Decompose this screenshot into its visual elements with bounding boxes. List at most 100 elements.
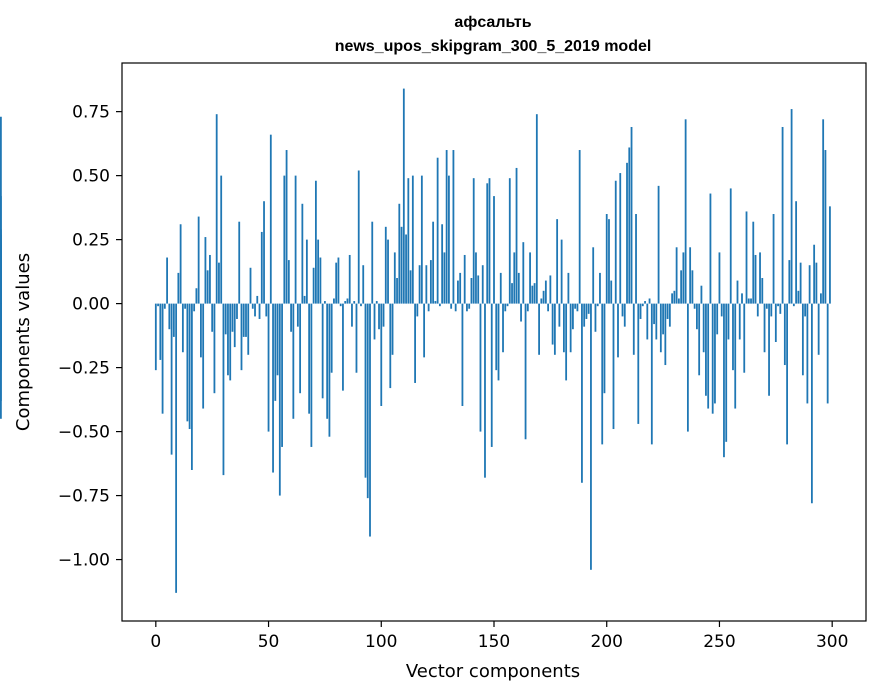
bar [254, 303, 256, 317]
bar [817, 303, 820, 355]
bar [402, 88, 405, 304]
y-axis-ticks: −1.00 −0.75 −0.50 −0.25 0.00 0.25 0.50 0.75 [58, 103, 122, 571]
bar [220, 175, 223, 304]
bar [808, 265, 811, 304]
bar [296, 303, 299, 327]
bar [438, 303, 441, 307]
bar [707, 303, 710, 409]
bar [741, 293, 743, 304]
bar [459, 272, 462, 304]
bar [197, 216, 200, 304]
bar [342, 303, 344, 391]
y-tick-label: −0.25 [58, 359, 110, 379]
bar [752, 221, 755, 304]
bar [517, 272, 520, 304]
bar [202, 303, 205, 409]
bar [427, 303, 430, 312]
bar [576, 303, 579, 312]
bar [283, 175, 286, 304]
bar [346, 298, 349, 304]
bar [414, 303, 416, 383]
bar [524, 303, 527, 440]
bar [163, 303, 166, 309]
bar [610, 280, 613, 304]
bar [689, 247, 692, 304]
bar [168, 303, 171, 330]
bar [378, 303, 380, 330]
bar [475, 252, 477, 304]
bar [206, 270, 209, 304]
bar [276, 303, 279, 376]
y-tick-label: 0.50 [72, 167, 110, 187]
bar [375, 301, 378, 304]
bar [648, 298, 651, 304]
bar [405, 234, 407, 304]
bar [781, 126, 784, 304]
bar [786, 303, 788, 445]
bar [154, 303, 157, 371]
bar [477, 275, 480, 304]
bar [269, 134, 272, 304]
bar [533, 283, 536, 304]
bar [623, 303, 626, 327]
bar [305, 239, 308, 304]
bar [351, 303, 353, 327]
bar [790, 109, 793, 304]
bar [820, 293, 822, 304]
bar [384, 226, 387, 304]
bar [371, 221, 374, 304]
bar [211, 303, 214, 332]
bar [281, 303, 283, 447]
x-axis-ticks: 0 50 100 150 200 250 300 [150, 621, 848, 652]
bar [267, 303, 270, 432]
bar [720, 303, 723, 317]
bar [224, 303, 227, 335]
bar [677, 298, 680, 304]
chart-subtitle: news_upos_skipgram_300_5_2019 model [335, 38, 652, 55]
bar [436, 157, 439, 304]
x-tick-label: 250 [703, 632, 735, 652]
bar [644, 301, 646, 304]
bar [423, 303, 426, 358]
bar [632, 303, 635, 355]
bar [750, 298, 752, 304]
bar [497, 303, 500, 381]
bar [714, 303, 716, 404]
bar [308, 303, 311, 414]
bar [727, 303, 730, 340]
bar [466, 303, 468, 312]
bar [718, 252, 721, 304]
bar [445, 150, 448, 304]
bar [0, 116, 2, 304]
bar [396, 278, 398, 304]
bar [195, 288, 198, 304]
bar [193, 303, 196, 312]
bar [542, 290, 545, 304]
x-tick-label: 0 [150, 632, 161, 652]
bar [700, 285, 703, 304]
bar [792, 303, 795, 307]
bar [373, 303, 376, 340]
bar [556, 219, 559, 304]
bar [420, 175, 423, 304]
bar [499, 272, 502, 304]
bar [175, 303, 178, 593]
bar [738, 303, 741, 340]
bar [587, 303, 590, 314]
bar [549, 275, 552, 304]
bar [245, 303, 247, 337]
bar [265, 303, 268, 317]
bar [364, 303, 367, 478]
bar [797, 290, 800, 304]
bar [233, 303, 236, 348]
bar [608, 219, 610, 304]
bar [621, 303, 624, 317]
bar [508, 178, 511, 304]
bar [810, 303, 813, 504]
bar [671, 293, 674, 304]
bar [520, 303, 522, 322]
bar [732, 303, 734, 371]
bar [380, 303, 383, 406]
bar [398, 203, 401, 304]
bar [691, 270, 694, 304]
